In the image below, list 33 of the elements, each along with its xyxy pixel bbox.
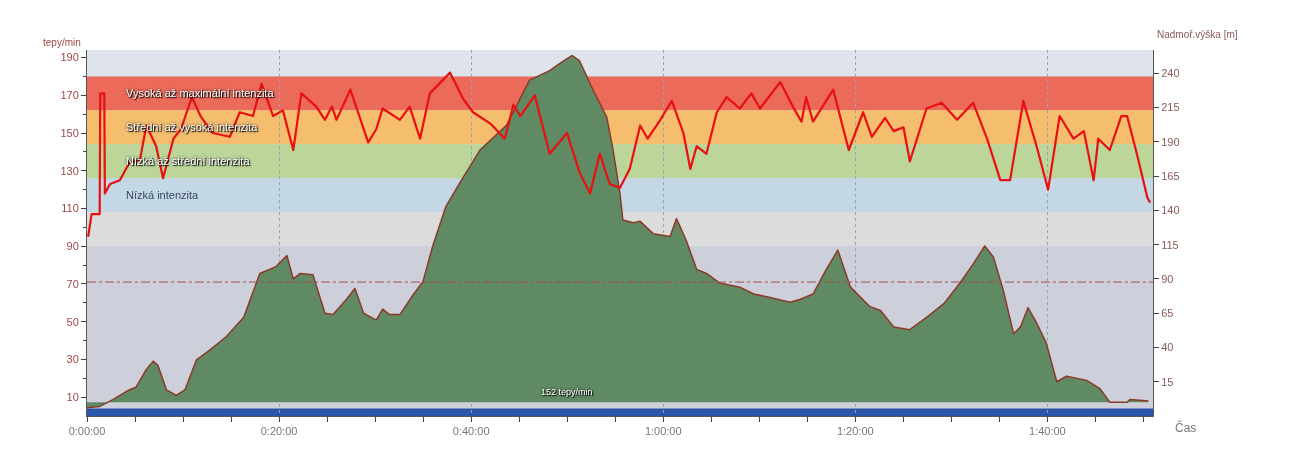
y2-tick-label: 15	[1161, 375, 1174, 388]
y2-tick-label: 65	[1161, 307, 1174, 320]
y2-axis-title: Nadmoř.výška [m]	[1157, 29, 1238, 40]
x-tick-label: 0:40:00	[452, 425, 490, 438]
x-tick-label: 0:20:00	[260, 425, 298, 438]
y-tick-label: 150	[60, 126, 79, 139]
y-tick-label: 130	[60, 164, 79, 177]
y2-tick-label: 90	[1161, 272, 1174, 285]
y-tick-label: 170	[60, 89, 79, 102]
y2-tick-label: 140	[1161, 204, 1180, 217]
x-tick-label: 1:40:00	[1029, 425, 1066, 438]
y-tick-label: 50	[66, 315, 79, 328]
x-axis-title: Čas	[1175, 420, 1197, 435]
band-label: Nízká intenzita	[126, 189, 200, 201]
y2-tick-label: 215	[1161, 101, 1180, 114]
x-tick-label: 0:00:00	[68, 425, 106, 438]
x-tick-label: 1:00:00	[644, 425, 682, 438]
y-tick-label: 30	[66, 353, 79, 366]
y-tick-label: 90	[66, 240, 79, 253]
y-tick-label: 190	[60, 51, 79, 64]
y-tick-label: 110	[61, 202, 79, 215]
y2-tick-label: 240	[1161, 67, 1180, 80]
y2-tick-label: 40	[1161, 341, 1174, 354]
y2-tick-label: 165	[1161, 169, 1180, 182]
y2-tick-label: 190	[1161, 135, 1180, 148]
y-tick-label: 10	[66, 390, 79, 403]
x-tick-label: 1:20:00	[836, 425, 874, 438]
band-label: Vysoká až maximální intenzita	[126, 87, 275, 99]
y-tick-label: 70	[66, 277, 79, 290]
y2-tick-label: 115	[1161, 238, 1179, 251]
line-series	[87, 71, 1152, 238]
y-axis-title: tepy/min	[43, 37, 81, 48]
band-label: 152 tepy/min	[541, 387, 593, 397]
